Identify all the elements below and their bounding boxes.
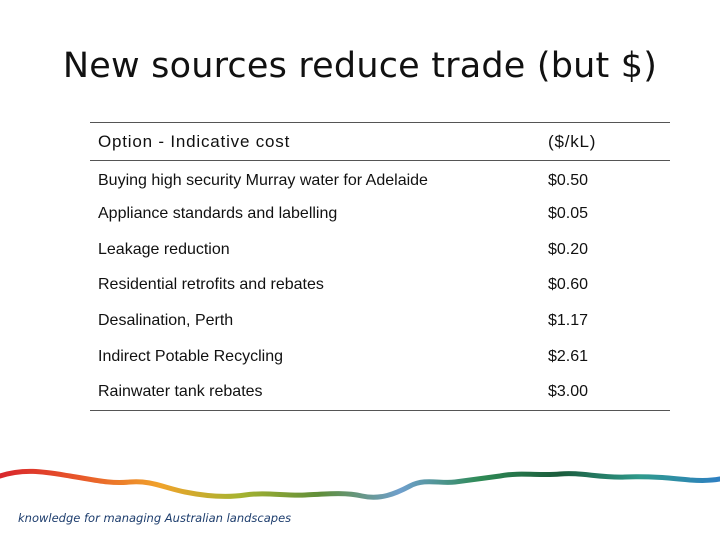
option-cell: Desalination, Perth xyxy=(98,312,234,330)
table-header-row: Option - Indicative cost ($/kL) xyxy=(90,122,670,161)
cost-cell: $0.60 xyxy=(548,276,589,294)
header-cost: ($/kL) xyxy=(548,131,597,151)
table-row: Indirect Potable Recycling $2.61 xyxy=(90,339,670,375)
option-cell: Appliance standards and labelling xyxy=(98,205,338,223)
river-wave-line xyxy=(0,468,720,500)
cost-table: Option - Indicative cost ($/kL) Buying h… xyxy=(90,122,670,411)
option-cell: Rainwater tank rebates xyxy=(98,383,263,401)
option-cell: Leakage reduction xyxy=(98,240,230,258)
table-row: Buying high security Murray water for Ad… xyxy=(90,161,670,197)
cost-cell: $0.20 xyxy=(548,240,589,258)
cost-cell: $2.61 xyxy=(548,347,589,365)
option-cell: Residential retrofits and rebates xyxy=(98,276,324,294)
table-row: Residential retrofits and rebates $0.60 xyxy=(90,268,670,304)
cost-cell: $0.50 xyxy=(548,171,589,189)
cost-cell: $0.05 xyxy=(548,205,589,223)
cost-cell: $1.17 xyxy=(548,312,589,330)
table-row: Rainwater tank rebates $3.00 xyxy=(90,375,670,411)
cost-cell: $3.00 xyxy=(548,383,589,401)
footer-tagline: knowledge for managing Australian landsc… xyxy=(18,511,292,525)
header-option: Option - Indicative cost xyxy=(98,131,291,151)
table-row: Desalination, Perth $1.17 xyxy=(90,303,670,339)
slide-title: New sources reduce trade (but $) xyxy=(62,46,658,86)
table-row: Leakage reduction $0.20 xyxy=(90,232,670,268)
table-row: Appliance standards and labelling $0.05 xyxy=(90,196,670,232)
river-wave-band xyxy=(0,468,720,500)
option-cell: Buying high security Murray water for Ad… xyxy=(98,171,428,189)
option-cell: Indirect Potable Recycling xyxy=(98,347,283,365)
